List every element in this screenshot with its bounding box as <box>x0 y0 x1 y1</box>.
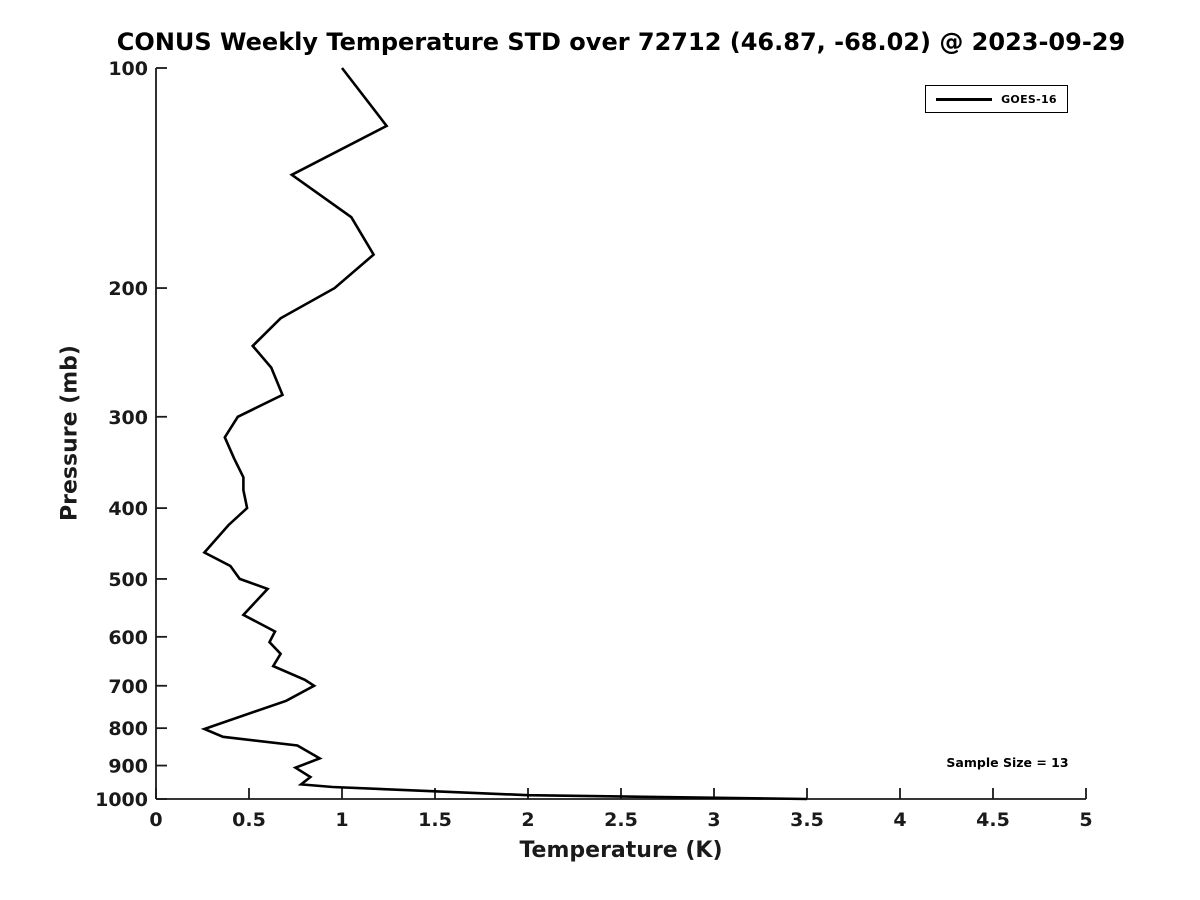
y-tick-label: 900 <box>108 756 148 778</box>
x-tick-label: 2 <box>521 809 534 831</box>
y-tick-label: 200 <box>108 278 148 300</box>
x-tick-label: 1.5 <box>418 809 452 831</box>
x-tick-label: 2.5 <box>604 809 638 831</box>
x-axis-label: Temperature (K) <box>519 838 723 863</box>
x-tick-label: 3.5 <box>790 809 824 831</box>
y-tick-label: 800 <box>108 718 148 740</box>
legend-series-label: GOES-16 <box>1001 92 1057 106</box>
x-tick-label: 1 <box>335 809 348 831</box>
y-tick-label: 700 <box>108 676 148 698</box>
x-tick-label: 4 <box>893 809 906 831</box>
x-tick-label: 0.5 <box>232 809 266 831</box>
x-tick-label: 4.5 <box>976 809 1010 831</box>
x-tick-label: 3 <box>707 809 720 831</box>
x-tick-label: 0 <box>149 809 162 831</box>
y-tick-label: 1000 <box>95 789 148 811</box>
y-tick-label: 300 <box>108 407 148 429</box>
y-tick-label: 600 <box>108 627 148 649</box>
series-goes-16-line <box>200 67 808 801</box>
legend: GOES-16 <box>925 85 1068 113</box>
y-tick-label: 100 <box>108 58 148 80</box>
y-tick-label: 400 <box>108 498 148 520</box>
x-tick-label: 5 <box>1079 809 1092 831</box>
chart-title: CONUS Weekly Temperature STD over 72712 … <box>116 28 1126 56</box>
legend-line-sample <box>936 97 993 101</box>
y-tick-label: 500 <box>108 569 148 591</box>
sample-size-annotation: Sample Size = 13 <box>946 755 1069 770</box>
